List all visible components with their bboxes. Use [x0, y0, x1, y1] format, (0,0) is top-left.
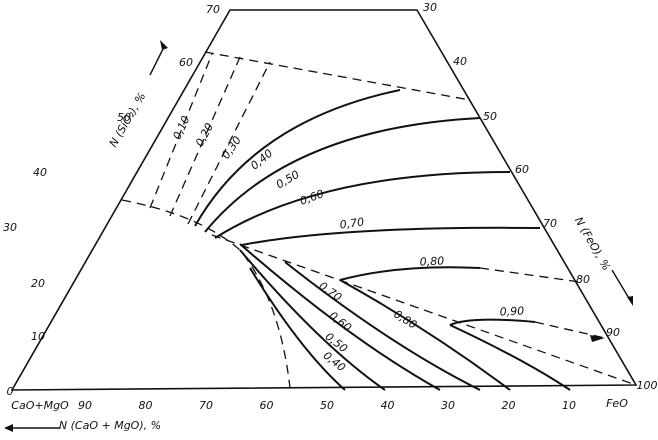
contour-label: 0,20 — [193, 121, 216, 149]
arrows — [4, 40, 633, 432]
tick-label: 60 — [260, 399, 274, 412]
liquidus-line — [121, 199, 291, 389]
contour-label: 0,70 — [317, 279, 345, 304]
tick-label: 30 — [3, 221, 17, 234]
contour-label: 0,40 — [248, 147, 275, 173]
contour-line — [284, 261, 481, 391]
axis-title: N (FeO), % — [572, 215, 613, 273]
contour-line — [339, 279, 511, 391]
tick-label: 70 — [206, 3, 220, 16]
tick-label: 100 — [637, 379, 658, 392]
contour-line — [241, 226, 541, 246]
triangle — [10, 9, 638, 391]
tick-label: 40 — [453, 55, 467, 68]
tick-label: 80 — [139, 399, 153, 412]
tick-label: 80 — [576, 273, 590, 286]
contour-line — [239, 249, 386, 391]
contour-label: 0,60 — [298, 187, 325, 208]
tick-label: 0 — [7, 385, 14, 398]
contour-label: 0,80 — [391, 308, 419, 332]
tick-label: 60 — [515, 163, 529, 176]
contour-line — [534, 321, 606, 339]
tick-label: 70 — [199, 399, 213, 412]
tick-label: 50 — [117, 111, 131, 124]
vertex-label: FeO — [606, 397, 628, 410]
boundary-line — [204, 51, 471, 101]
contour-label: 0,80 — [419, 254, 444, 268]
contour-line — [449, 318, 536, 326]
tick-label: 90 — [606, 326, 620, 339]
tick-label: 20 — [31, 277, 45, 290]
tick-label: 60 — [179, 56, 193, 69]
frame — [10, 9, 638, 391]
contour-line — [479, 267, 581, 283]
contour-line — [149, 53, 213, 209]
contour-line — [339, 266, 481, 281]
tick-label: 40 — [381, 399, 395, 412]
tick-label: 20 — [502, 399, 516, 412]
contour-line — [187, 61, 271, 225]
vertex-label: CaO+MgO — [11, 399, 69, 412]
contour-line — [449, 324, 571, 391]
contour-line — [239, 243, 441, 391]
contour-line — [194, 89, 401, 227]
contour-label: 0,70 — [339, 215, 365, 231]
curves — [121, 51, 637, 391]
tick-label: 10 — [31, 330, 45, 343]
contour-line — [204, 117, 481, 233]
tick-label: 50 — [483, 110, 497, 123]
tick-label: 50 — [320, 399, 334, 412]
contour-label: 0,10 — [170, 114, 192, 142]
tick-label: 10 — [562, 399, 576, 412]
contour-label: 0,30 — [219, 134, 244, 162]
contour-line — [249, 267, 346, 391]
tick-label: 70 — [543, 217, 557, 230]
tick-label: 30 — [423, 1, 437, 14]
axis-title: N (CaO + MgO), % — [59, 419, 161, 432]
tick-label: 30 — [441, 399, 455, 412]
tick-label: 40 — [33, 166, 47, 179]
tick-label: 90 — [78, 399, 92, 412]
contour-line — [214, 171, 511, 239]
contour-label: 0,90 — [499, 304, 524, 318]
